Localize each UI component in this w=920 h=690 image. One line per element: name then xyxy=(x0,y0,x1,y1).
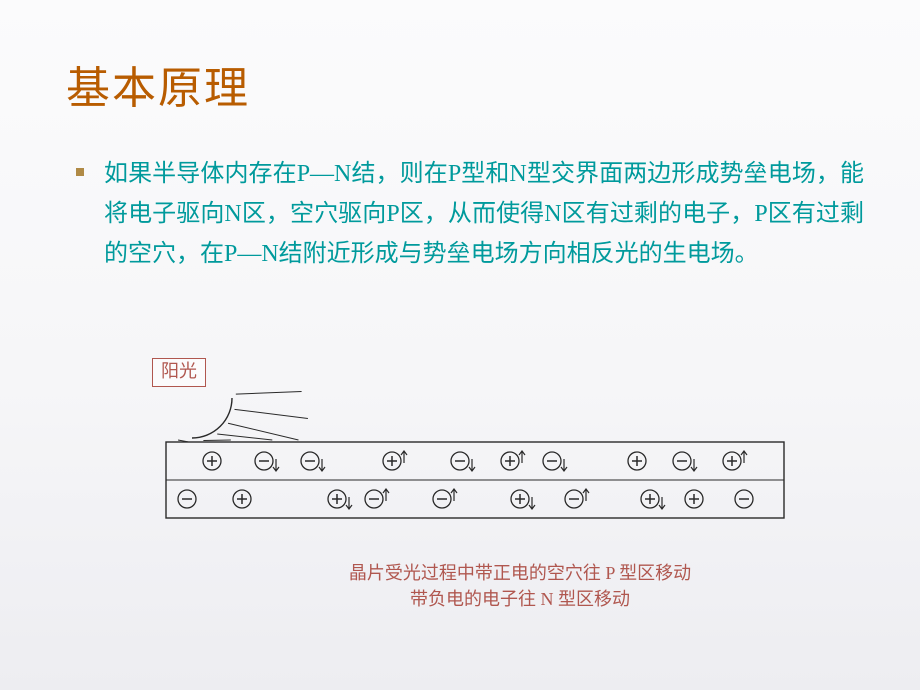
sun-label: 阳光 xyxy=(152,358,206,387)
pn-junction-diagram: 阳光 xyxy=(142,348,802,548)
page-title: 基本原理 xyxy=(66,52,250,116)
diagram-svg xyxy=(142,348,802,548)
caption-line-1: 晶片受光过程中带正电的空穴往 P 型区移动 xyxy=(349,563,691,583)
body-paragraph: 如果半导体内存在P—N结，则在P型和N型交界面两边形成势垒电场，能将电子驱向N区… xyxy=(104,154,864,274)
caption-line-2: 带负电的电子往 N 型区移动 xyxy=(410,589,630,609)
diagram-caption: 晶片受光过程中带正电的空穴往 P 型区移动 带负电的电子往 N 型区移动 xyxy=(240,560,800,612)
slide: 基本原理 如果半导体内存在P—N结，则在P型和N型交界面两边形成势垒电场，能将电… xyxy=(0,0,920,690)
bullet-icon xyxy=(76,168,84,176)
